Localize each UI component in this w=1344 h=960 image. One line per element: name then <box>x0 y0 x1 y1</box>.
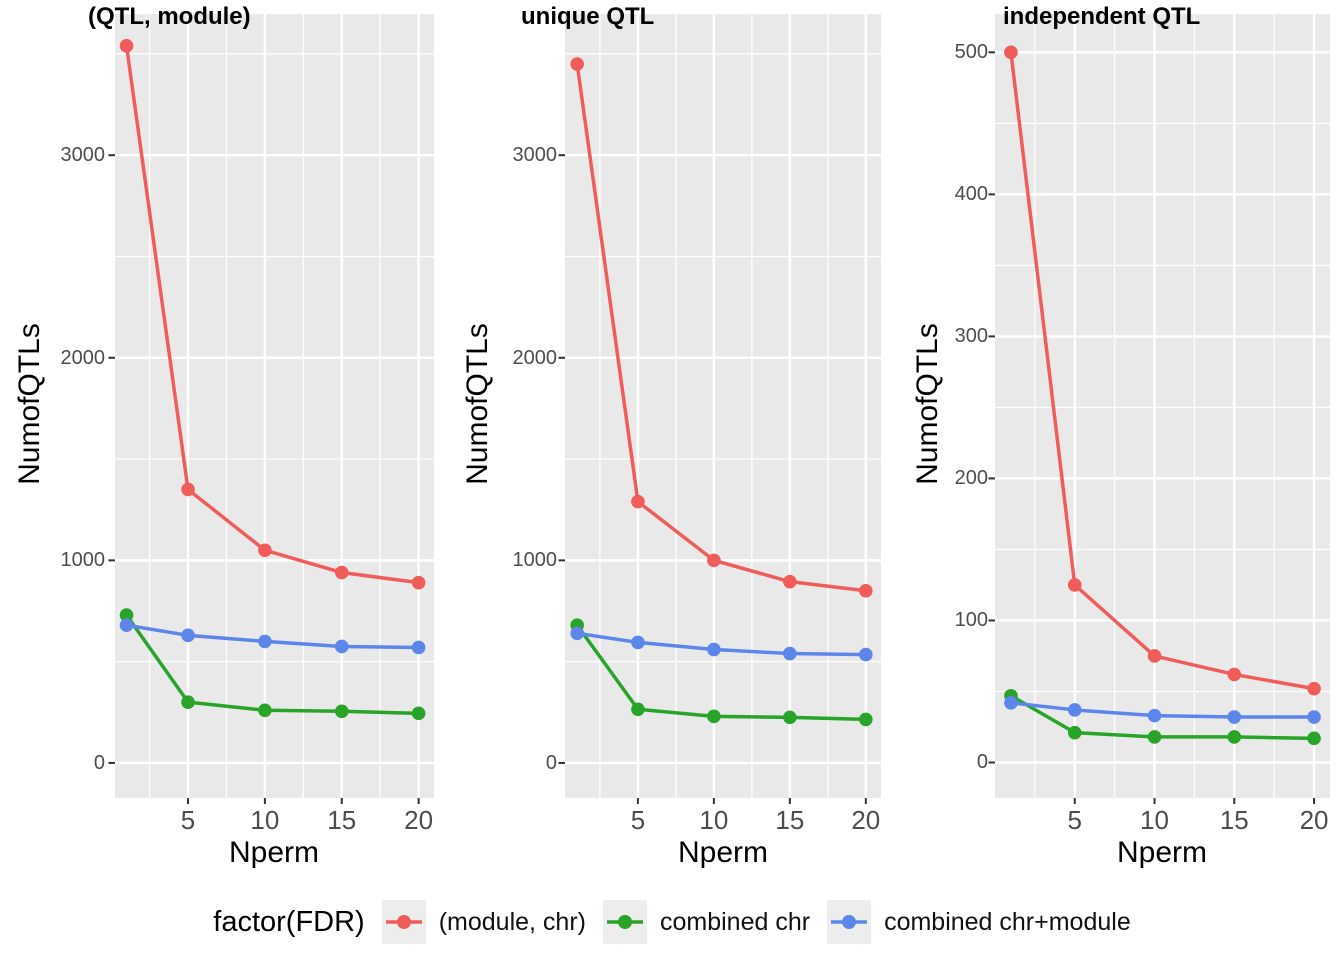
y-tick-label: 2000 <box>512 346 558 369</box>
x-tick-label: 5 <box>630 805 646 835</box>
y-tick-label: 100 <box>954 609 988 632</box>
x-tick-label: 10 <box>250 805 280 835</box>
x-tick-label: 15 <box>775 805 805 835</box>
legend-key-blue-line-point-icon <box>827 900 872 944</box>
x-axis-label-panel2: Nperm <box>677 836 768 869</box>
y-tick-label: 500 <box>954 41 988 64</box>
legend-key-green-line-point-icon <box>602 900 647 944</box>
y-tick-label: 0 <box>93 751 105 774</box>
y-axis-label-panel2: NumofQTLs <box>461 323 494 485</box>
y-tick-label: 2000 <box>60 346 106 369</box>
y-tick-label: 0 <box>545 751 557 774</box>
y-axis-label-panel3: NumofQTLs <box>911 323 944 485</box>
y-tick-label: 1000 <box>60 549 106 572</box>
legend-key-red-line-point-icon <box>381 900 426 944</box>
x-axis-label-panel1: Nperm <box>228 836 319 869</box>
plot-area-qtl-module <box>108 14 434 804</box>
x-tick-label: 20 <box>1299 805 1329 835</box>
x-tick-label: 20 <box>404 805 434 835</box>
legend: factor(FDR) (module, chr) combined chr c… <box>0 892 1344 952</box>
legend-label-combined-chr-module: combined chr+module <box>884 907 1131 936</box>
legend-title: factor(FDR) <box>213 905 365 938</box>
y-tick-label: 3000 <box>60 144 106 167</box>
x-tick-label: 10 <box>699 805 729 835</box>
x-tick-label: 20 <box>851 805 881 835</box>
legend-item-module-chr: (module, chr) <box>381 900 586 944</box>
x-tick-label: 10 <box>1140 805 1169 835</box>
x-tick-label: 5 <box>1067 805 1082 835</box>
y-tick-label: 3000 <box>512 144 558 167</box>
y-tick-label: 0 <box>976 751 988 774</box>
legend-item-combined-chr: combined chr <box>602 900 811 944</box>
x-axis-label-panel3: Nperm <box>1116 836 1207 869</box>
plot-area-unique-qtl <box>558 14 881 804</box>
y-tick-label: 400 <box>954 183 988 206</box>
panel-title-qtl-module: (QTL, module) <box>88 3 251 30</box>
y-tick-label: 300 <box>954 325 988 348</box>
legend-item-combined-chr-module: combined chr+module <box>827 900 1131 944</box>
x-tick-label: 15 <box>327 805 357 835</box>
x-tick-label: 15 <box>1219 805 1249 835</box>
legend-label-combined-chr: combined chr <box>659 907 811 936</box>
plot-area-independent-qtl <box>988 14 1330 804</box>
y-axis-label-panel1: NumofQTLs <box>13 323 46 485</box>
y-tick-label: 200 <box>954 467 988 490</box>
y-tick-label: 1000 <box>512 549 558 572</box>
x-tick-label: 5 <box>180 805 196 835</box>
legend-label-module-chr: (module, chr) <box>438 907 586 936</box>
panel-title-unique-qtl: unique QTL <box>521 3 655 30</box>
panel-title-independent-qtl: independent QTL <box>1003 3 1201 30</box>
